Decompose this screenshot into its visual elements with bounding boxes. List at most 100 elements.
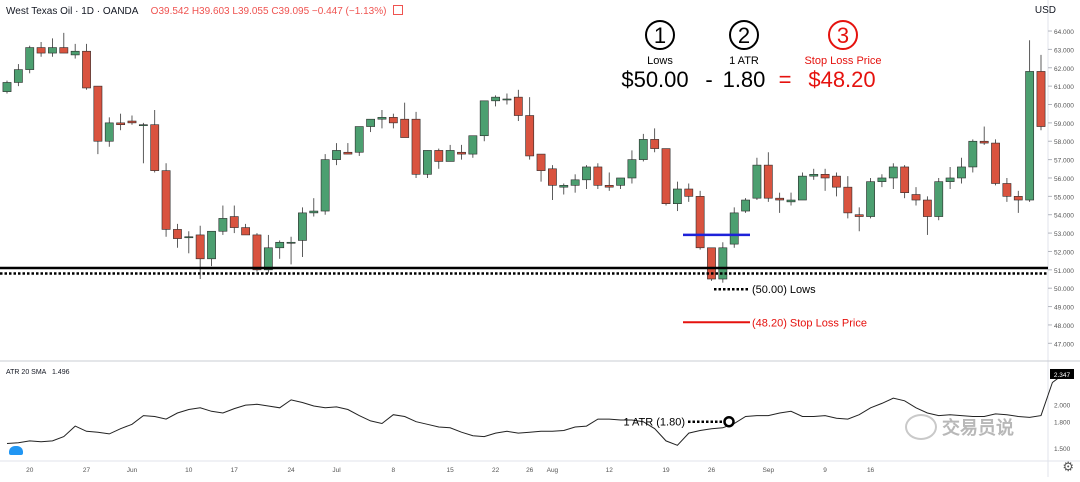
- time-tick-label: 12: [606, 467, 614, 474]
- candle-body: [1036, 71, 1046, 127]
- watermark-text: 交易员说: [942, 418, 1014, 438]
- candle-body: [820, 174, 830, 179]
- candle-body: [707, 247, 716, 280]
- candle: [354, 126, 364, 156]
- candle: [741, 198, 750, 213]
- candle-body: [320, 159, 330, 212]
- candle: [991, 139, 1000, 186]
- candle-body: [786, 199, 796, 203]
- candle: [434, 148, 444, 169]
- candle-body: [695, 196, 705, 249]
- candle: [1013, 190, 1023, 213]
- candle: [866, 177, 875, 219]
- candle-body: [661, 148, 671, 204]
- candle: [1002, 177, 1012, 202]
- candle-body: [116, 122, 126, 126]
- lows-label: (50.00) Lows: [752, 284, 816, 296]
- candle-body: [843, 186, 853, 214]
- candle: [377, 110, 387, 129]
- candle-body: [13, 69, 23, 83]
- candle-body: [650, 139, 660, 149]
- candle: [922, 196, 932, 235]
- candle-body: [775, 197, 785, 201]
- time-tick-label: 20: [26, 467, 34, 474]
- candle-body: [548, 168, 557, 186]
- step-circle: [645, 20, 675, 50]
- candle-body: [150, 124, 160, 171]
- candle: [116, 113, 126, 131]
- candle: [48, 38, 57, 57]
- candle-body: [991, 142, 1000, 184]
- candle-body: [70, 50, 80, 56]
- candle: [650, 128, 660, 153]
- candle-body: [877, 177, 887, 182]
- step-label: 1 ATR: [729, 55, 759, 67]
- candle: [752, 157, 762, 201]
- price-tick-label: 48.000: [1054, 323, 1074, 330]
- indicator-toggle-icon[interactable]: [393, 5, 404, 15]
- candle-body: [423, 150, 432, 175]
- candle: [479, 100, 489, 142]
- candle-body: [900, 166, 910, 193]
- candle-body: [513, 96, 523, 116]
- step-label: Stop Loss Price: [804, 55, 881, 67]
- step-label: Lows: [647, 55, 673, 67]
- candle: [513, 89, 523, 122]
- candle: [332, 143, 341, 166]
- price-tick-label: 64.000: [1054, 29, 1074, 36]
- gear-icon[interactable]: ⚙: [1062, 459, 1074, 474]
- formula-atr: 1.80: [723, 67, 766, 92]
- time-tick-label: 26: [526, 467, 534, 474]
- time-tick-label: 26: [708, 467, 716, 474]
- time-tick-label: Sep: [763, 467, 775, 474]
- time-tick-label: Jun: [127, 467, 138, 474]
- tradingview-logo-icon: [9, 446, 23, 455]
- time-tick-label: 27: [83, 467, 91, 474]
- candle-body: [627, 159, 637, 179]
- candle-body: [1025, 71, 1035, 201]
- candle-body: [752, 164, 762, 199]
- candle-body: [25, 47, 35, 70]
- candle: [570, 174, 580, 193]
- price-tick-label: 60.000: [1054, 103, 1074, 110]
- candle: [423, 150, 432, 178]
- candle-body: [48, 47, 57, 54]
- candle: [638, 133, 648, 162]
- candle-body: [559, 185, 569, 188]
- candle: [127, 115, 137, 125]
- atr-indicator-name: ATR 20 SMA: [6, 369, 47, 376]
- price-tick-label: 53.000: [1054, 231, 1074, 238]
- candle: [275, 240, 285, 259]
- candle-body: [127, 120, 137, 124]
- candle: [809, 168, 819, 180]
- price-tick-label: 63.000: [1054, 47, 1074, 54]
- candle: [945, 166, 955, 189]
- candle: [684, 183, 694, 202]
- candle: [718, 242, 728, 283]
- candle: [286, 236, 296, 265]
- candle-body: [434, 150, 444, 162]
- candle: [150, 110, 160, 173]
- candle-body: [968, 140, 978, 168]
- candle: [468, 135, 478, 158]
- price-tick-label: 52.000: [1054, 249, 1074, 256]
- candle: [854, 207, 864, 232]
- candle-body: [593, 166, 603, 186]
- step-annotation: 3 Stop Loss Price: [804, 20, 882, 67]
- price-tick-label: 61.000: [1054, 84, 1074, 91]
- candle-body: [809, 174, 819, 177]
- step-number: 1: [654, 23, 666, 48]
- step-circle: [828, 20, 858, 50]
- symbol-label[interactable]: West Texas Oil · 1D · OANDA: [6, 6, 138, 17]
- candle-body: [207, 230, 216, 260]
- candle-body: [582, 166, 591, 181]
- candle-body: [298, 212, 307, 241]
- candle: [298, 207, 307, 257]
- candle: [218, 205, 228, 235]
- candle: [559, 183, 569, 195]
- candle: [729, 207, 739, 248]
- candle: [343, 143, 353, 155]
- candle-body: [479, 100, 489, 137]
- candle: [502, 93, 512, 105]
- candle: [13, 64, 23, 87]
